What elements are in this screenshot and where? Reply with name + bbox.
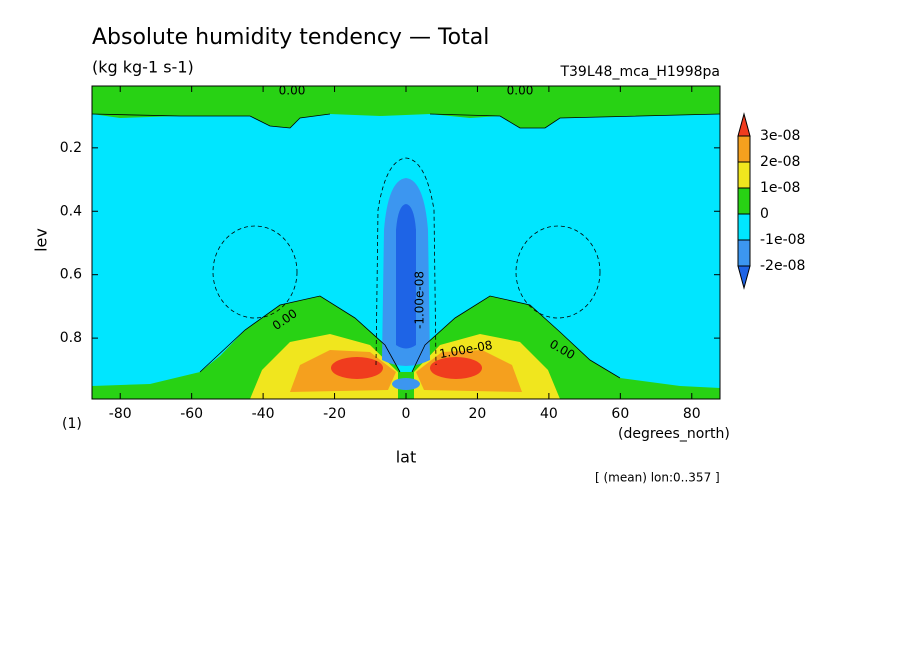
field-region bbox=[331, 357, 383, 379]
colorbar-band bbox=[737, 161, 751, 189]
colorbar-band bbox=[737, 213, 751, 241]
x-axis-unit: (degrees_north) bbox=[618, 426, 730, 442]
contour-line bbox=[515, 225, 601, 319]
x-tick-label: 20 bbox=[469, 406, 487, 422]
y-axis-label: lev bbox=[32, 228, 51, 252]
x-tick-label: 80 bbox=[683, 406, 701, 422]
colorbar-label: 0 bbox=[760, 206, 769, 222]
colorbar-band bbox=[737, 135, 751, 163]
footnote: [ (mean) lon:0..357 ] bbox=[595, 471, 720, 485]
x-tick-label: -20 bbox=[323, 406, 346, 422]
x-tick-label: -80 bbox=[109, 406, 132, 422]
x-tick-label: -60 bbox=[180, 406, 203, 422]
colorbar-label: 3e-08 bbox=[760, 128, 800, 144]
x-tick-label: -40 bbox=[252, 406, 275, 422]
colorbar-extend bbox=[737, 112, 751, 137]
contour-field bbox=[91, 86, 721, 399]
field-region bbox=[392, 378, 420, 390]
run-label: T39L48_mca_H1998pa bbox=[559, 64, 720, 80]
colorbar-band bbox=[737, 187, 751, 215]
chart-title: Absolute humidity tendency — Total bbox=[92, 25, 489, 50]
x-tick-label: 60 bbox=[611, 406, 629, 422]
field-region bbox=[92, 296, 720, 399]
contour-line bbox=[212, 225, 298, 319]
contour-label: 0.00 bbox=[507, 84, 534, 98]
field-region bbox=[430, 357, 482, 379]
x-tick-label: 40 bbox=[540, 406, 558, 422]
colorbar-band bbox=[737, 239, 751, 267]
y-tick-label: 0.8 bbox=[60, 330, 82, 346]
contour-line bbox=[91, 113, 721, 129]
colorbar-label: -2e-08 bbox=[760, 258, 805, 274]
contour-label: 0.00 bbox=[279, 84, 306, 98]
y-axis-unit: (1) bbox=[62, 416, 82, 432]
contour-line bbox=[375, 157, 437, 366]
colorbar-label: -1e-08 bbox=[760, 232, 805, 248]
x-tick-label: 0 bbox=[402, 406, 411, 422]
colorbar-label: 1e-08 bbox=[760, 180, 800, 196]
chart-subtitle: (kg kg-1 s-1) bbox=[92, 58, 194, 77]
field-region bbox=[92, 86, 720, 128]
y-tick-label: 0.2 bbox=[60, 140, 82, 156]
x-axis-label: lat bbox=[396, 448, 417, 467]
y-tick-label: 0.6 bbox=[60, 267, 82, 283]
colorbar-extend bbox=[737, 265, 751, 290]
field-region bbox=[396, 204, 416, 349]
contour-label: -1.00e-08 bbox=[413, 271, 427, 329]
y-tick-label: 0.4 bbox=[60, 203, 82, 219]
contour-line bbox=[199, 295, 621, 379]
colorbar-label: 2e-08 bbox=[760, 154, 800, 170]
